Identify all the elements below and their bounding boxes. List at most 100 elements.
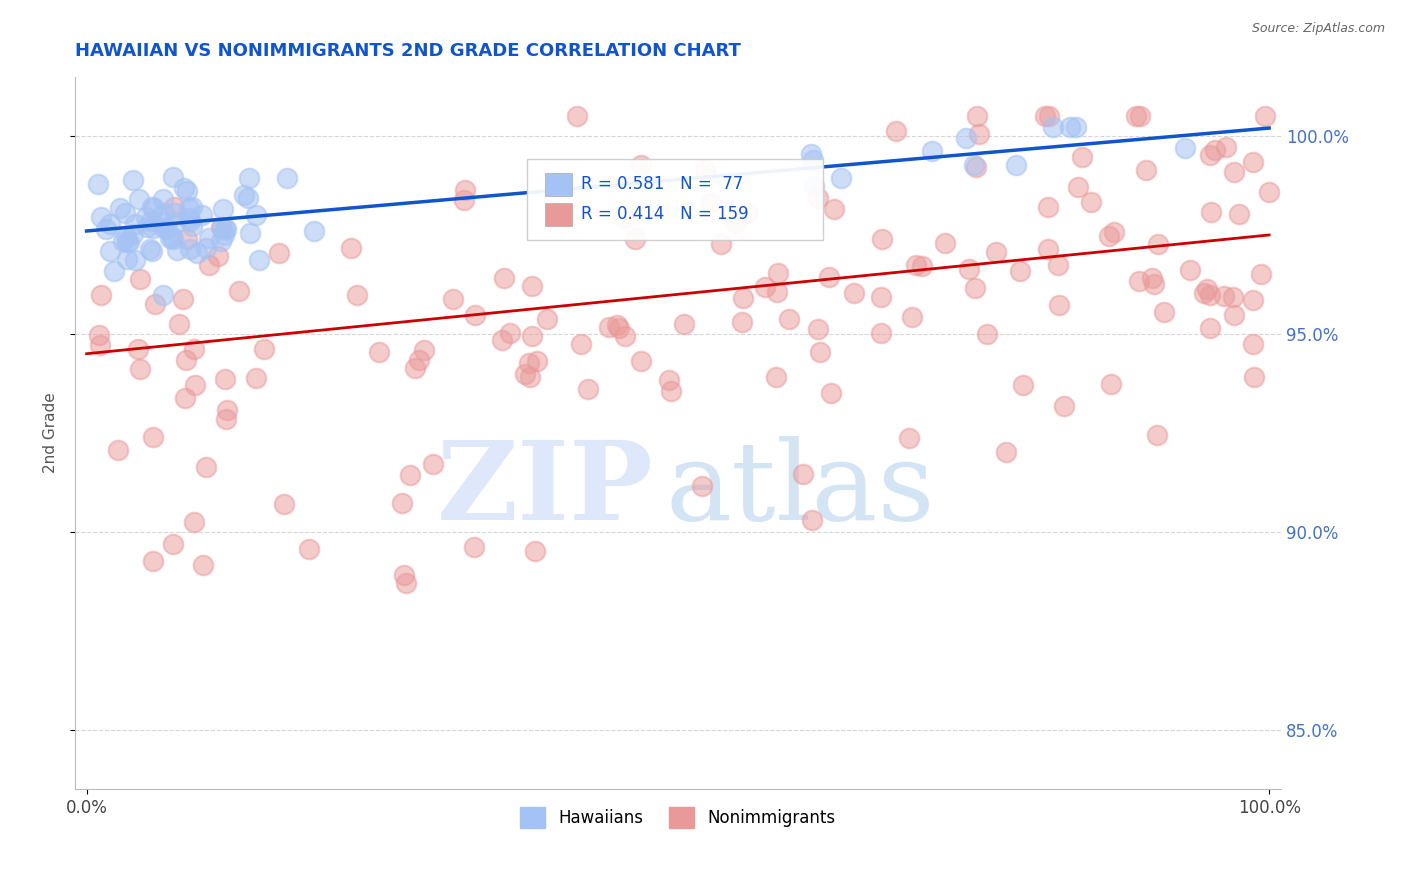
Point: [1241, 336, 1264, 351]
Point: [730, 315, 752, 329]
Point: [565, 109, 588, 123]
Bar: [546, 173, 572, 195]
Point: [965, 160, 987, 174]
Point: [630, 158, 652, 172]
Point: [153, 206, 176, 220]
Point: [673, 317, 696, 331]
Text: R = 0.581   N =  77: R = 0.581 N = 77: [581, 175, 744, 194]
Point: [1033, 109, 1056, 123]
Point: [89, 328, 111, 343]
Point: [129, 362, 152, 376]
Point: [1047, 258, 1070, 272]
Point: [115, 252, 138, 266]
Point: [214, 411, 236, 425]
Point: [193, 558, 215, 573]
Point: [179, 242, 201, 256]
Point: [121, 227, 143, 242]
Point: [765, 370, 787, 384]
Point: [690, 479, 713, 493]
Point: [994, 445, 1017, 459]
Point: [1135, 163, 1157, 178]
Point: [111, 234, 134, 248]
Point: [1153, 305, 1175, 319]
Point: [454, 183, 477, 197]
Point: [174, 353, 197, 368]
Point: [765, 285, 787, 299]
Point: [520, 278, 543, 293]
Point: [1102, 225, 1125, 239]
Point: [152, 288, 174, 302]
Point: [1241, 293, 1264, 307]
Point: [217, 403, 239, 417]
Point: [1125, 109, 1147, 123]
Point: [1222, 308, 1244, 322]
Point: [245, 208, 267, 222]
Point: [921, 144, 943, 158]
Point: [963, 157, 986, 171]
Point: [1257, 186, 1279, 200]
Point: [911, 259, 934, 273]
Point: [808, 345, 831, 359]
Point: [1036, 243, 1059, 257]
Point: [127, 342, 149, 356]
Point: [129, 272, 152, 286]
Point: [1147, 236, 1170, 251]
Point: [87, 177, 110, 191]
Point: [181, 219, 204, 234]
Point: [1243, 369, 1265, 384]
Point: [122, 173, 145, 187]
Point: [153, 220, 176, 235]
Point: [141, 244, 163, 259]
Point: [1192, 286, 1215, 301]
Point: [624, 232, 647, 246]
Point: [136, 219, 159, 234]
Point: [606, 318, 628, 332]
Point: [1064, 120, 1087, 135]
Point: [233, 187, 256, 202]
Point: [1146, 428, 1168, 442]
Point: [90, 288, 112, 302]
Point: [340, 241, 363, 255]
Point: [830, 171, 852, 186]
Point: [494, 270, 516, 285]
Point: [957, 262, 980, 277]
Point: [499, 326, 522, 340]
Point: [463, 540, 485, 554]
Point: [526, 354, 548, 368]
Point: [212, 202, 235, 217]
Point: [90, 210, 112, 224]
Point: [1199, 288, 1222, 302]
Point: [1178, 262, 1201, 277]
Point: [238, 171, 260, 186]
Text: atlas: atlas: [666, 436, 935, 543]
Point: [898, 431, 921, 445]
Point: [658, 373, 681, 387]
Point: [963, 281, 986, 295]
Point: [491, 333, 513, 347]
Point: [115, 235, 138, 249]
Point: [399, 468, 422, 483]
Point: [609, 321, 631, 335]
Point: [162, 232, 184, 246]
Point: [1199, 205, 1222, 219]
Point: [1099, 376, 1122, 391]
Point: [186, 245, 208, 260]
Point: [181, 200, 204, 214]
Point: [967, 128, 990, 142]
Point: [247, 253, 270, 268]
Point: [1011, 378, 1033, 392]
Point: [1128, 274, 1150, 288]
Point: [408, 353, 430, 368]
Text: R = 0.414   N = 159: R = 0.414 N = 159: [581, 205, 749, 223]
Point: [870, 290, 893, 304]
FancyBboxPatch shape: [527, 159, 823, 241]
Point: [1250, 267, 1272, 281]
Point: [115, 230, 138, 244]
Point: [391, 496, 413, 510]
Point: [143, 201, 166, 215]
Point: [394, 576, 416, 591]
Point: [98, 217, 121, 231]
Point: [513, 367, 536, 381]
Point: [823, 202, 845, 217]
Point: [464, 308, 486, 322]
